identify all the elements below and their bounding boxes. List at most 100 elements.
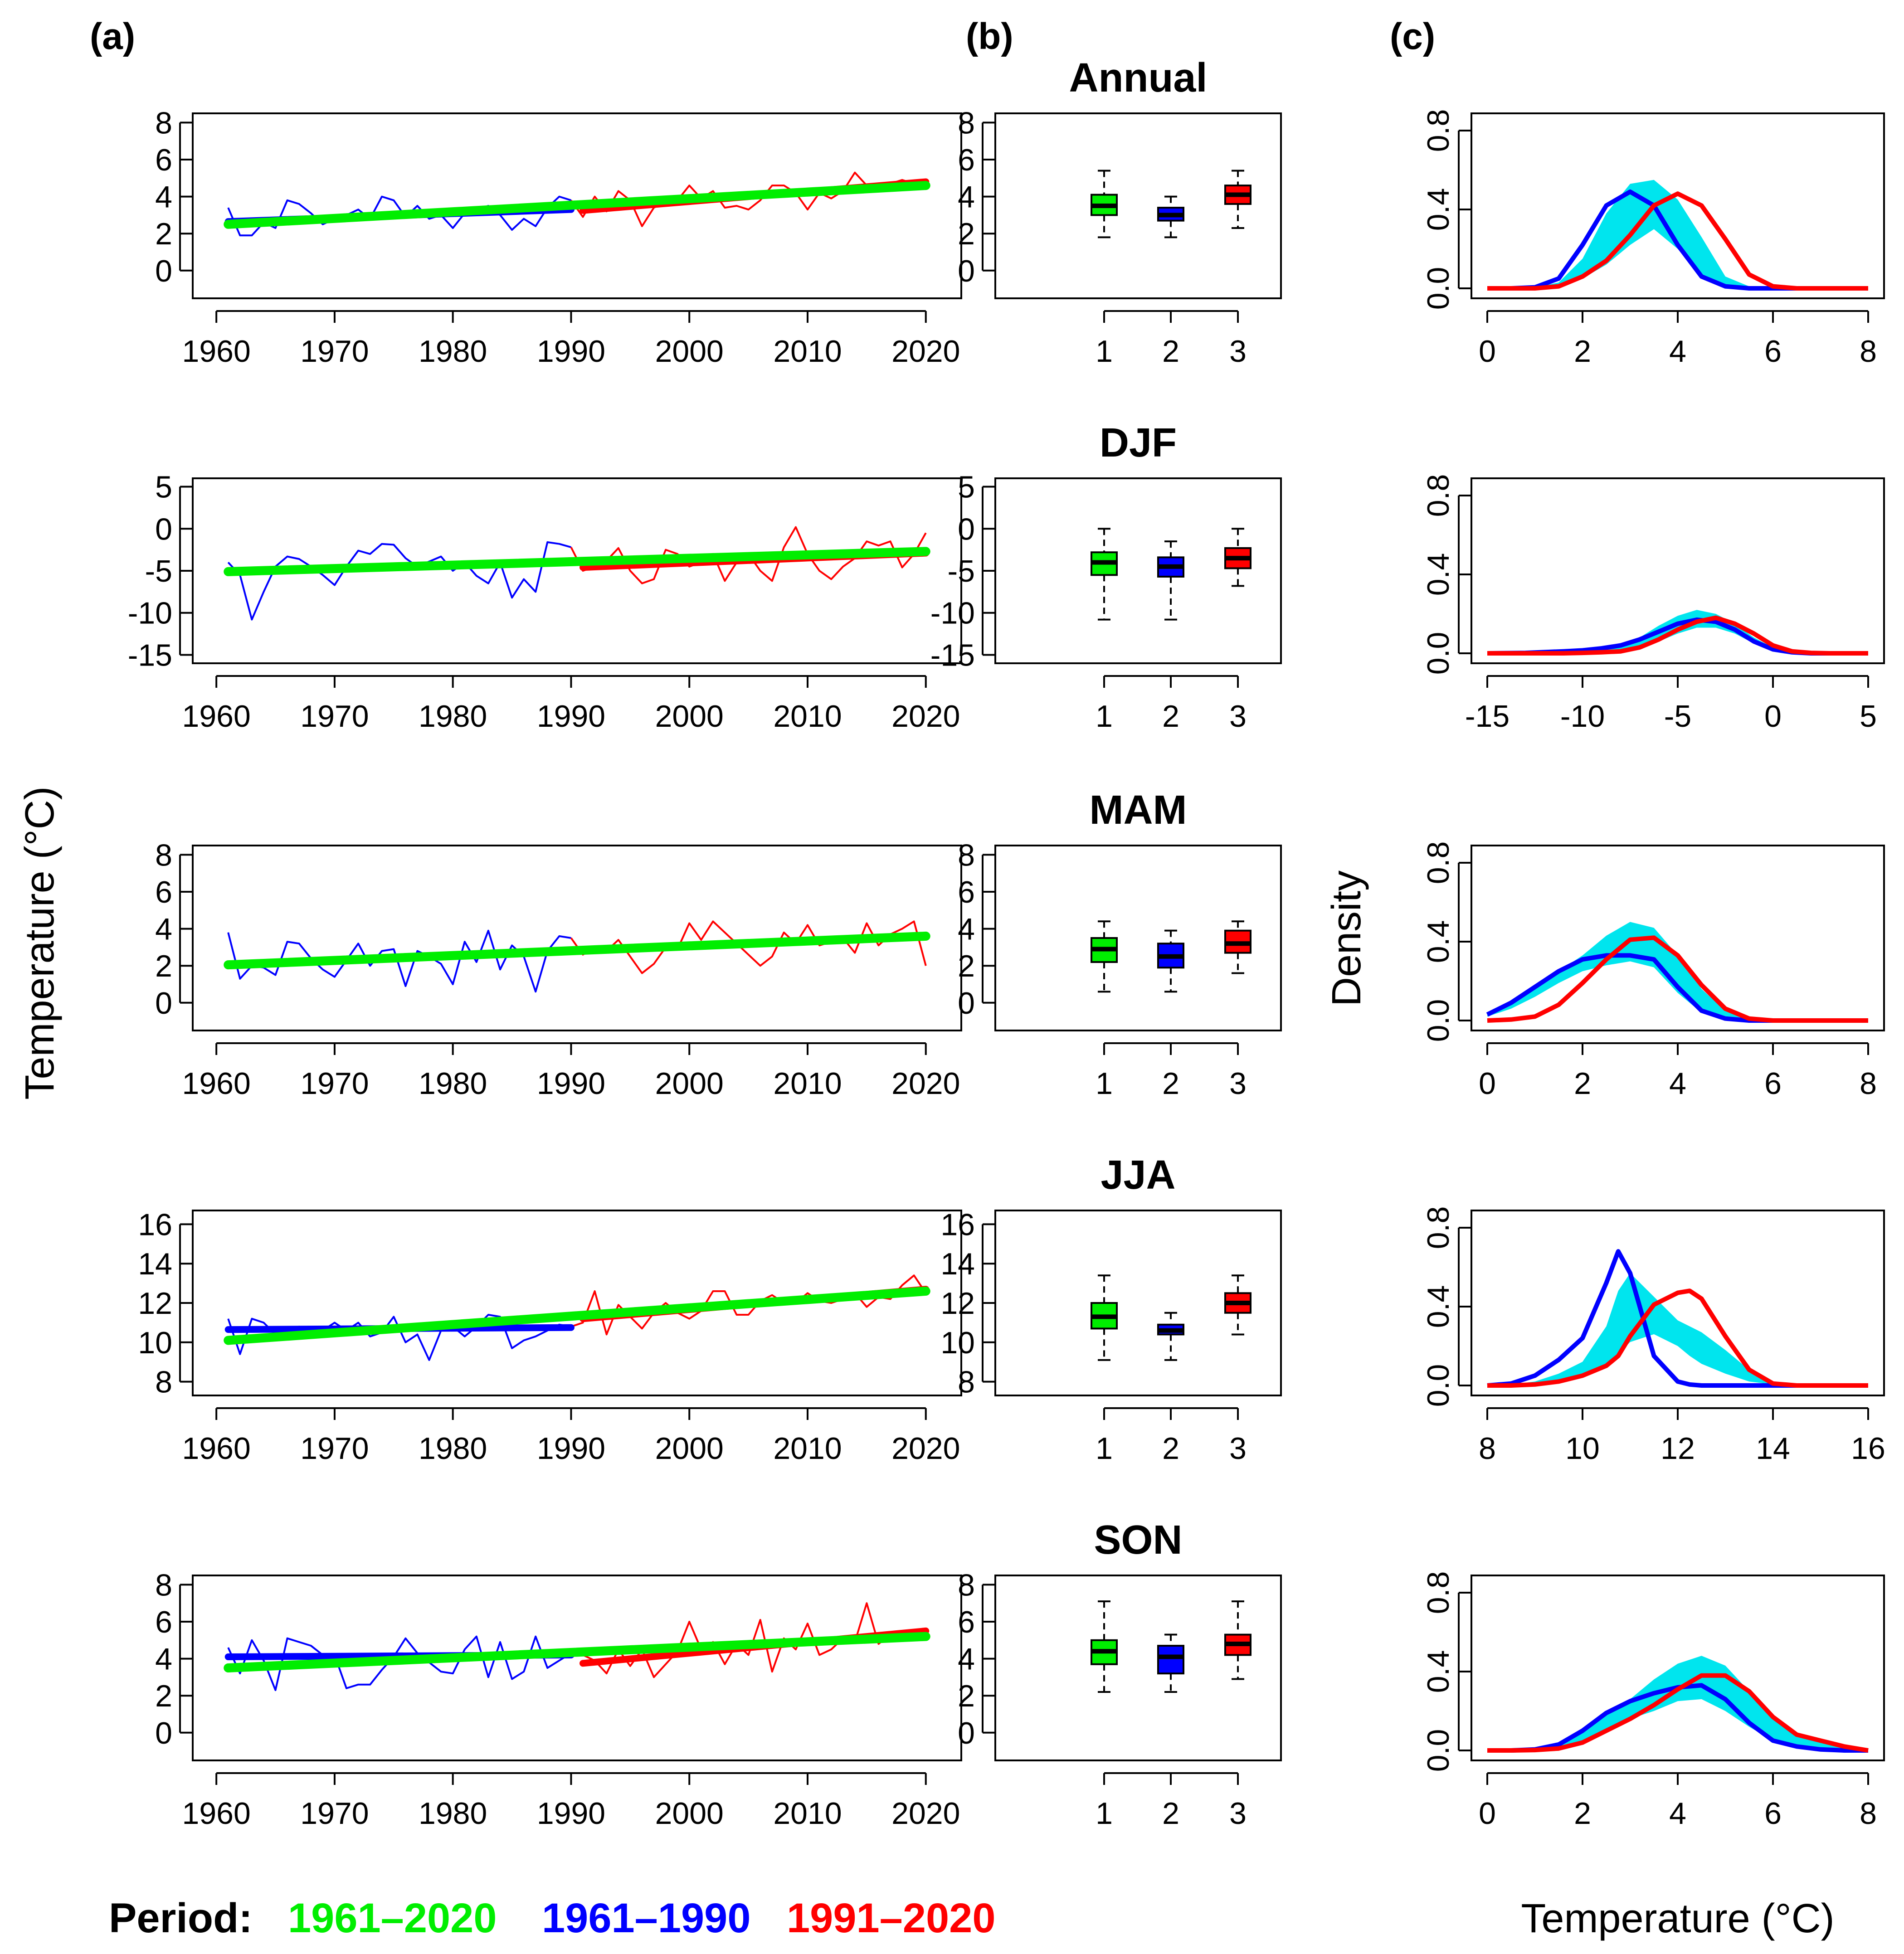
timeseries-y-tick-label: 12 [138,1286,172,1321]
season-title: Annual [1069,55,1208,101]
x-axis-title-density: Temperature (°C) [1521,1896,1834,1941]
boxplot-category-label: 1 [1096,1796,1113,1831]
legend: Period: 1961–2020 1961–1990 1991–2020 [109,1895,996,1941]
density-x-tick-label: 0 [1479,1066,1496,1101]
series-line-1961–1990 [227,195,572,237]
boxplot-y-tick-label: 6 [958,1605,975,1639]
timeseries-y-tick-label: 4 [155,912,172,947]
timeseries-x-tick-label: 1980 [419,699,487,734]
timeseries-y-tick-label: 8 [155,106,172,140]
timeseries-plot-frame [192,1575,962,1761]
timeseries-y-tick-label: -10 [128,596,172,631]
timeseries-x-tick-label: 1980 [419,334,487,369]
timeseries-x-tick-label: 1960 [182,334,251,369]
density-x-tick-label: 0 [1764,699,1782,734]
boxplot-y-tick-label: 5 [958,470,975,505]
timeseries-x-tick-label: 1960 [182,699,251,734]
density-plot-frame [1471,112,1885,299]
timeseries-x-tick-label: 1970 [300,1796,369,1831]
series-line-1991–2020 [571,1602,927,1678]
timeseries-y-tick-label: 0 [155,1716,172,1750]
timeseries-x-tick-label: 2000 [655,699,724,734]
timeseries-x-tick-label: 1990 [537,1431,605,1466]
timeseries-x-tick-label: 1970 [300,699,369,734]
timeseries-x-tick-label: 2010 [773,1796,842,1831]
boxplot-y-tick-label: 8 [958,106,975,140]
timeseries-y-tick-label: 2 [155,949,172,983]
boxplot-y-tick-label: 0 [958,1716,975,1750]
trend-line-1961–2020 [224,181,930,229]
boxplot-box-2 [1157,1645,1184,1675]
boxplot-category-label: 2 [1162,1431,1179,1466]
season-title: SON [1094,1517,1182,1563]
y-axis-title-density: Density [1324,870,1369,1006]
legend-entry-1991-2020: 1991–2020 [787,1895,996,1941]
trend-line-1961–2020 [224,547,930,576]
density-x-tick-label: 4 [1669,334,1686,369]
boxplot-category-label: 3 [1229,699,1247,734]
timeseries-y-tick-label: 6 [155,875,172,909]
boxplot-y-tick-label: 8 [958,1568,975,1602]
timeseries-y-tick-label: 4 [155,1642,172,1677]
density-x-tick-label: 8 [1860,1066,1877,1101]
timeseries-plot-frame [192,112,962,299]
boxplot-y-tick-label: 16 [940,1207,975,1242]
boxplot-y-tick-label: 2 [958,217,975,251]
density-x-tick-label: 2 [1574,334,1591,369]
density-x-tick-label: 14 [1756,1431,1790,1466]
boxplot-category-label: 1 [1096,1066,1113,1101]
timeseries-y-tick-label: 14 [138,1247,172,1281]
boxplot-y-tick-label: -10 [930,596,975,631]
boxplot-category-label: 2 [1162,1066,1179,1101]
timeseries-x-tick-label: 2010 [773,1431,842,1466]
density-x-tick-label: 6 [1764,1066,1782,1101]
trend-line-1961–2020 [224,1632,930,1672]
density-plot-frame [1471,477,1885,664]
boxplot-y-tick-label: 0 [958,512,975,546]
density-x-tick-label: 10 [1565,1431,1600,1466]
timeseries-y-tick-label: 2 [155,217,172,251]
boxplot-y-tick-label: 0 [958,986,975,1021]
season-title: DJF [1100,420,1177,466]
trend-line-1961–2020 [224,1286,930,1345]
density-x-tick-label: 0 [1479,334,1496,369]
series-line-1961–1990 [227,541,572,621]
timeseries-x-tick-label: 2020 [891,334,960,369]
boxplot-y-tick-label: 4 [958,912,975,947]
density-x-tick-label: 6 [1764,1796,1782,1831]
boxplot-category-label: 3 [1229,334,1247,369]
density-x-tick-label: -5 [1664,699,1691,734]
boxplot-frame [994,845,1282,1031]
timeseries-x-tick-label: 2000 [655,334,724,369]
boxplot-y-tick-label: 6 [958,875,975,909]
timeseries-x-tick-label: 1990 [537,1066,605,1101]
timeseries-x-tick-label: 1990 [537,334,605,369]
density-y-tick-label: 0.8 [1421,109,1456,152]
density-x-tick-label: 8 [1860,334,1877,369]
density-x-tick-label: 6 [1764,334,1782,369]
boxplot-y-tick-label: 8 [958,838,975,872]
timeseries-x-tick-label: 1970 [300,334,369,369]
boxplot-category-label: 3 [1229,1796,1247,1831]
boxplot-y-tick-label: 6 [958,143,975,177]
density-y-tick-label: 0.8 [1421,1206,1456,1249]
density-curve-1991-2020 [1487,1288,1868,1388]
timeseries-x-tick-label: 2000 [655,1796,724,1831]
timeseries-x-tick-label: 1960 [182,1066,251,1101]
timeseries-y-tick-label: 0 [155,512,172,546]
timeseries-y-tick-label: -15 [128,638,172,672]
density-x-tick-label: 4 [1669,1066,1686,1101]
timeseries-y-tick-label: 6 [155,1605,172,1639]
timeseries-y-tick-label: 2 [155,1679,172,1713]
density-x-tick-label: 5 [1860,699,1877,734]
density-plot-frame [1471,1575,1885,1761]
density-x-tick-label: 8 [1860,1796,1877,1831]
timeseries-x-tick-label: 1970 [300,1066,369,1101]
density-x-tick-label: 16 [1851,1431,1885,1466]
panel-label-a: (a) [90,16,135,57]
timeseries-x-tick-label: 2010 [773,334,842,369]
boxplot-category-label: 1 [1096,1431,1113,1466]
